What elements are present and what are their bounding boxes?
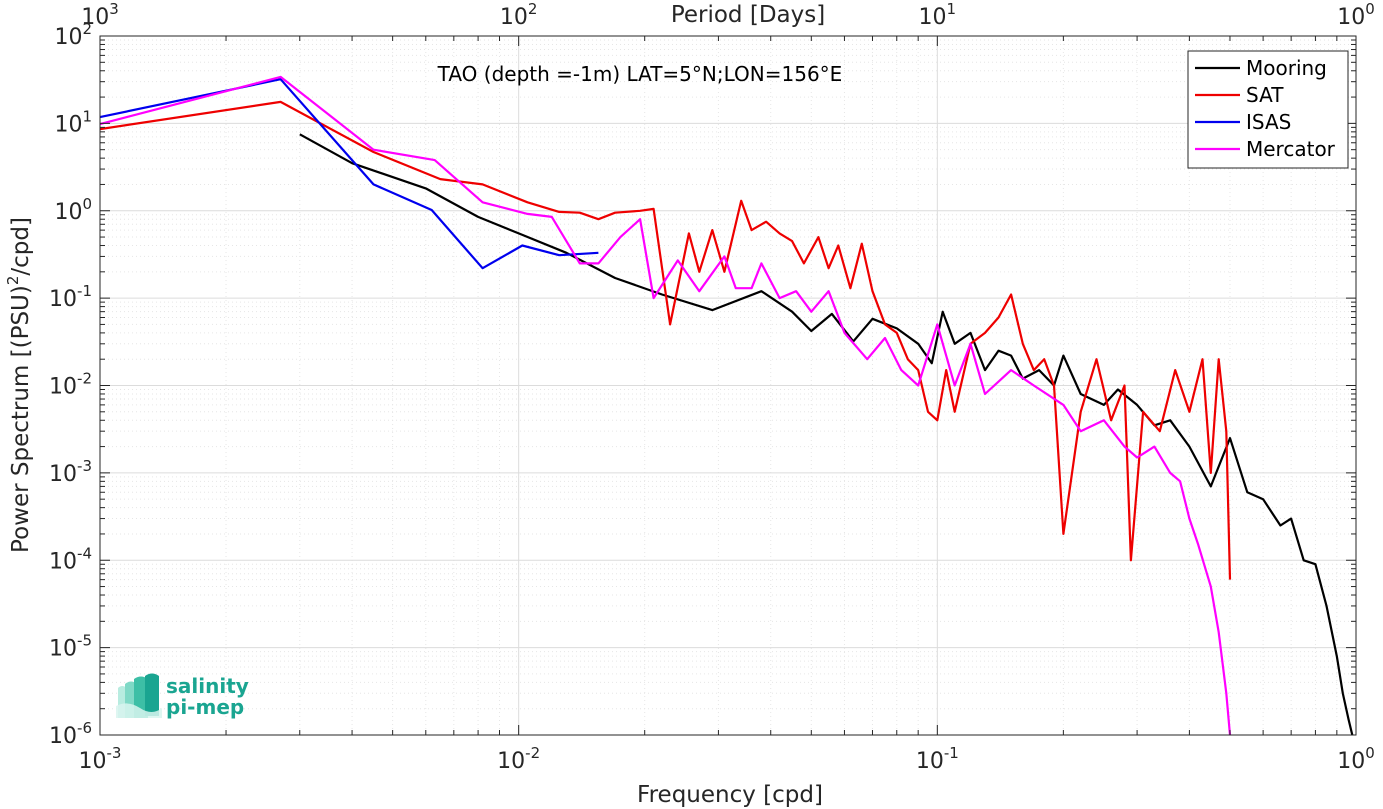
y-axis-label-tail: /cpd] bbox=[8, 217, 34, 276]
x-tick-label: 10-3 bbox=[79, 744, 122, 774]
chart-title: TAO (depth =-1m) LAT=5°N;LON=156°E bbox=[437, 62, 843, 86]
x-tick-label: 100 bbox=[1337, 744, 1375, 774]
y-tick-label: 10-1 bbox=[49, 282, 92, 312]
legend-label-isas: ISAS bbox=[1246, 110, 1291, 134]
y-axis-label-main: Power Spectrum [(PSU) bbox=[8, 285, 34, 553]
series-line-mooring bbox=[299, 133, 1354, 736]
y-tick-label: 10-2 bbox=[49, 370, 92, 400]
y-tick-label: 10-5 bbox=[49, 632, 92, 662]
legend-label-mooring: Mooring bbox=[1246, 56, 1327, 80]
y-axis-label: Power Spectrum [(PSU)2/cpd] bbox=[4, 217, 34, 553]
x-axis-label: Frequency [cpd] bbox=[637, 782, 823, 808]
logo-text-pi-mep: pi-mep bbox=[166, 695, 244, 719]
series-line-isas bbox=[99, 78, 599, 270]
salinity-pi-mep-logo: salinity pi-mep bbox=[116, 673, 249, 719]
legend-label-mercator: Mercator bbox=[1246, 137, 1336, 161]
x2-axis-label: Period [Days] bbox=[671, 2, 825, 28]
x2-tick-label: 101 bbox=[919, 0, 957, 30]
x2-tick-label: 100 bbox=[1337, 0, 1375, 30]
y-tick-label: 100 bbox=[54, 195, 92, 225]
legend: Mooring SAT ISAS Mercator bbox=[1187, 50, 1349, 169]
x-tick-label: 10-1 bbox=[916, 744, 959, 774]
series-layer bbox=[99, 75, 1354, 736]
x-tick-label: 10-2 bbox=[497, 744, 540, 774]
y-tick-label: 10-6 bbox=[49, 719, 92, 749]
y-tick-label: 10-3 bbox=[49, 457, 92, 487]
series-line-sat bbox=[99, 100, 1232, 580]
legend-label-sat: SAT bbox=[1246, 83, 1284, 107]
logo-text-salinity: salinity bbox=[166, 674, 249, 698]
ticks bbox=[99, 35, 1357, 736]
x2-tick-label: 103 bbox=[81, 0, 119, 30]
y-tick-label: 102 bbox=[54, 20, 92, 50]
series-line-mercator bbox=[99, 75, 1232, 736]
y-tick-label: 101 bbox=[54, 107, 92, 137]
x2-tick-label: 102 bbox=[500, 0, 538, 30]
y-axis-label-sup: 2 bbox=[4, 276, 22, 286]
logo-mark bbox=[116, 673, 162, 718]
y-tick-label: 10-4 bbox=[49, 544, 92, 574]
